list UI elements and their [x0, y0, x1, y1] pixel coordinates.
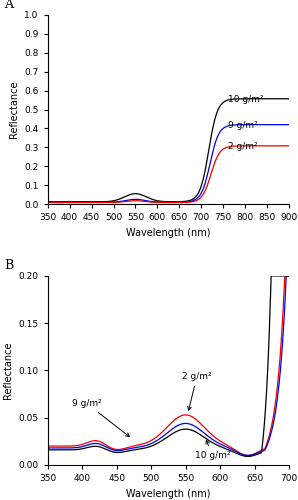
Y-axis label: Reflectance: Reflectance — [3, 342, 13, 399]
Text: B: B — [4, 259, 13, 272]
Text: 9 g/m²: 9 g/m² — [72, 399, 129, 436]
Text: 10 g/m²: 10 g/m² — [229, 94, 264, 104]
Y-axis label: Reflectance: Reflectance — [9, 81, 19, 138]
X-axis label: Wavelength (nm): Wavelength (nm) — [126, 228, 211, 237]
Text: 2 g/m²: 2 g/m² — [229, 142, 258, 151]
Text: 2 g/m²: 2 g/m² — [182, 372, 212, 410]
X-axis label: Wavelength (nm): Wavelength (nm) — [126, 488, 211, 498]
Text: 9 g/m²: 9 g/m² — [229, 120, 258, 130]
Text: 10 g/m²: 10 g/m² — [195, 440, 230, 460]
Text: A: A — [4, 0, 13, 11]
